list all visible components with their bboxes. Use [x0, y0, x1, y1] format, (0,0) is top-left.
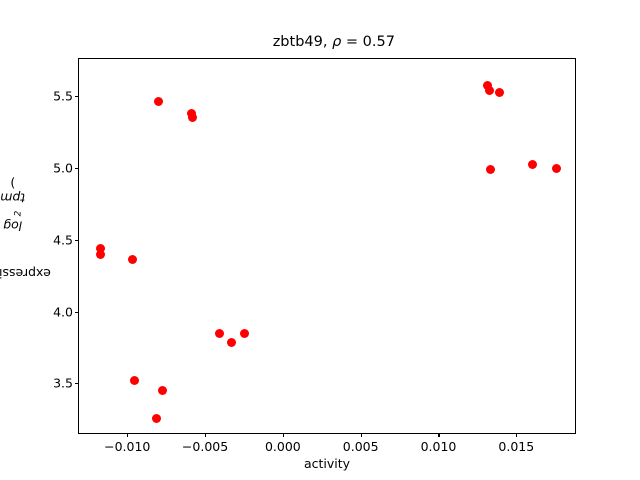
x-tick-label: 0.015 [498, 439, 535, 454]
data-point [158, 385, 168, 395]
chart-title-line-1: zbtb49, ρ = 0.57 [0, 14, 640, 71]
data-point [95, 243, 105, 253]
chart-title-comma: , [322, 34, 333, 50]
data-point-layer [79, 59, 575, 433]
y-tick-label: 4.0 [53, 304, 73, 320]
data-point [483, 80, 493, 90]
x-tick-mark [438, 433, 440, 437]
y-tick-label: 5.5 [53, 88, 73, 104]
chart-title-gene: zbtb49 [272, 34, 323, 50]
y-tick-mark [75, 239, 79, 241]
data-point [127, 254, 137, 264]
y-axis-label-prefix: expression ( [0, 265, 51, 281]
data-point [527, 159, 537, 169]
y-axis-label-log-subscript: 2 [13, 210, 24, 217]
x-tick-mark [127, 433, 129, 437]
x-tick-label: 0.010 [420, 439, 457, 454]
x-axis-label: activity [303, 456, 351, 471]
y-tick-label: 5.0 [53, 160, 73, 176]
data-point [486, 165, 496, 174]
data-point [152, 413, 161, 423]
y-tick-mark [75, 168, 79, 170]
x-tick-label: −0.005 [181, 439, 229, 454]
plot-axes-frame: 3.5 4.0 4.5 5.0 5.5 −0.010 −0.005 0.000 0.005 0.… [53, 58, 576, 454]
data-point [240, 328, 250, 338]
y-axis-label: expression ( log2 tpm) [0, 58, 50, 434]
y-tick-label: 3.5 [53, 375, 73, 391]
y-tick-mark [75, 383, 79, 385]
x-tick-mark [205, 433, 207, 437]
y-tick-mark [75, 311, 79, 313]
data-point [187, 113, 197, 123]
x-tick-label: −0.010 [104, 439, 151, 454]
data-point [227, 338, 236, 348]
rho-symbol: ρ [332, 34, 342, 50]
y-axis-label-text: expression ( log2 tpm) [0, 175, 50, 312]
data-point [552, 163, 562, 173]
y-axis-label-log: log [2, 218, 22, 234]
rho-equals: = [341, 34, 363, 50]
y-axis-label-suffix: ) [9, 175, 15, 191]
x-tick-label: 0.005 [342, 439, 379, 454]
y-tick-mark [75, 96, 79, 98]
data-point [494, 88, 504, 98]
y-axis-label-units: tpm [0, 190, 25, 206]
y-tick-label: 4.5 [53, 232, 73, 248]
data-point [96, 250, 106, 260]
x-tick-mark [516, 433, 518, 437]
x-tick-mark [282, 433, 284, 437]
rho-value: 0.57 [362, 34, 395, 50]
x-tick-label: 0.000 [264, 439, 301, 454]
data-point [215, 329, 225, 339]
data-point [485, 86, 495, 96]
x-tick-mark [360, 433, 362, 437]
data-point [130, 376, 140, 386]
data-point [153, 96, 163, 106]
